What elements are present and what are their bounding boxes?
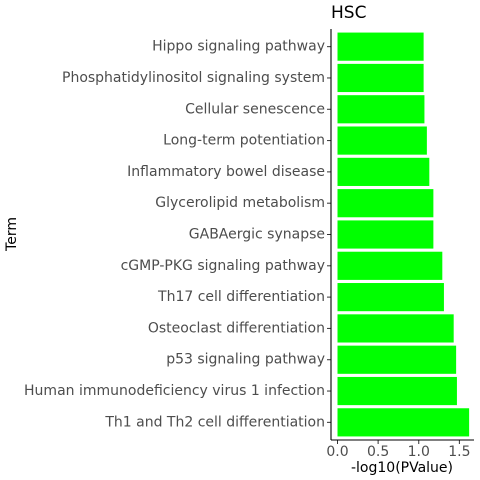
y-tick-label: Inflammatory bowel disease: [127, 164, 325, 180]
bars-group: [337, 32, 470, 437]
y-tick-label: Osteoclast differentiation: [148, 320, 325, 336]
y-tick-label: p53 signaling pathway: [166, 352, 325, 368]
bar: [337, 376, 457, 406]
bar: [337, 157, 430, 186]
y-tick-label: Th17 cell differentiation: [157, 289, 325, 305]
bar: [337, 63, 424, 93]
bar: [337, 251, 443, 280]
x-axis-title: -log10(PValue): [351, 460, 453, 476]
bar: [337, 314, 454, 343]
y-tick-label: Human immunodeficiency virus 1 infection: [24, 383, 325, 399]
bar: [337, 32, 424, 61]
x-tick-label: 1.5: [448, 444, 470, 460]
x-tick-label: 0.0: [326, 444, 348, 460]
bar: [337, 95, 425, 124]
chart-title: HSC: [331, 3, 366, 23]
x-tick-label: 0.5: [367, 444, 389, 460]
y-tick-label: Th1 and Th2 cell differentiation: [104, 414, 325, 430]
y-tick-label: GABAergic synapse: [189, 227, 325, 243]
y-tick-label: cGMP-PKG signaling pathway: [121, 258, 325, 274]
y-tick-label: Glycerolipid metabolism: [155, 195, 325, 211]
y-tick-label: Long-term potentiation: [163, 133, 325, 149]
y-tick-label: Phosphatidylinositol signaling system: [62, 70, 325, 86]
y-tick-label: Hippo signaling pathway: [152, 39, 325, 55]
x-tick-label: 1.0: [408, 444, 430, 460]
x-axis-ticks: 0.0 0.5 1.0 1.5: [326, 440, 471, 460]
y-tick-label: Cellular senescence: [185, 101, 325, 117]
bar: [337, 345, 457, 374]
bar: [337, 189, 434, 218]
bar: [337, 408, 470, 437]
bar: [337, 220, 434, 249]
bar: [337, 126, 427, 155]
bar: [337, 283, 444, 312]
y-axis-title: Term: [4, 217, 20, 252]
y-axis-ticks: Hippo signaling pathway Phosphatidylinosi…: [24, 39, 331, 430]
